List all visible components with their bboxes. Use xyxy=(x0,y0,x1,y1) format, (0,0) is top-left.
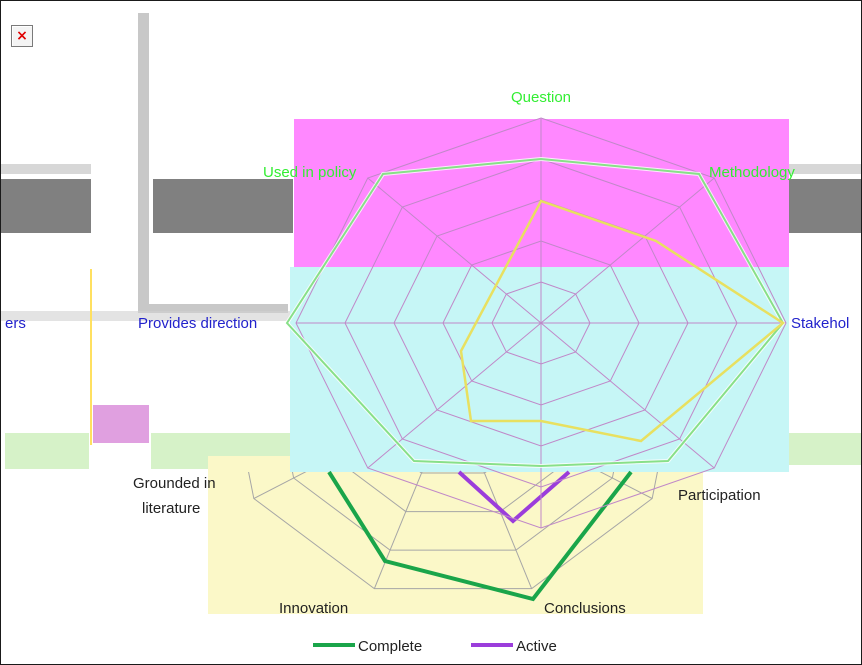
label-methodology: Methodology xyxy=(709,164,795,181)
back-radar xyxy=(248,470,658,602)
front-web-spoke-4 xyxy=(540,322,715,469)
front-radar-grid xyxy=(295,117,787,529)
back-web-spoke-4 xyxy=(599,472,653,499)
back-web-ring-5 xyxy=(248,472,658,590)
label-innovation: Innovation xyxy=(279,600,348,617)
back-web-ring-4 xyxy=(291,472,615,551)
striped-bar-right xyxy=(789,164,861,174)
label-question: Question xyxy=(511,89,571,106)
legend-label-complete: Complete xyxy=(358,638,422,655)
label-grounded-line1: Grounded in xyxy=(133,475,216,492)
green-noise-right xyxy=(789,433,861,465)
yellow-band xyxy=(208,456,703,614)
back-web-spoke-5 xyxy=(483,472,533,589)
label-stakeholders: Stakehol xyxy=(791,315,849,332)
back-web-spoke-6 xyxy=(373,472,423,589)
back-axis-labels: Grounded in literature Participation Inn… xyxy=(133,475,761,617)
back-web-ring-3 xyxy=(352,472,554,513)
label-left-cut: ers xyxy=(5,315,26,332)
legend-label-active: Active xyxy=(516,638,557,655)
grey-vertical-bar xyxy=(138,13,149,311)
front-web-spoke-8 xyxy=(367,177,542,324)
label-grounded-line2: literature xyxy=(142,500,200,517)
back-series-active-line xyxy=(457,470,571,524)
label-conclusions: Conclusions xyxy=(544,600,626,617)
front-radar xyxy=(284,117,787,529)
label-used-in-policy: Used in policy xyxy=(263,164,357,181)
broken-image-icon: × xyxy=(11,25,33,47)
dark-bar-left xyxy=(1,179,91,233)
striped-bar-left xyxy=(1,164,91,174)
grey-horizontal-bar xyxy=(138,304,288,313)
front-series-active-line xyxy=(459,199,786,443)
back-radar-grid xyxy=(248,472,658,590)
back-web-ring-2 xyxy=(419,472,487,474)
label-participation: Participation xyxy=(678,487,761,504)
label-provides-direction: Provides direction xyxy=(138,315,257,332)
cyan-band xyxy=(290,267,789,472)
pink-stripe-block xyxy=(93,405,149,443)
back-web-spoke-7 xyxy=(253,472,307,499)
dark-bar-right xyxy=(789,179,861,233)
yellow-vertical-line xyxy=(90,269,92,445)
dark-bar-mid xyxy=(153,179,293,233)
front-series-complete-line xyxy=(285,157,785,468)
background-artifacts xyxy=(1,13,861,614)
legend: Complete Active xyxy=(313,638,557,655)
front-axis-labels: Question Methodology Used in policy Prov… xyxy=(5,89,849,332)
back-series-complete-line xyxy=(327,470,633,602)
front-web-spoke-2 xyxy=(540,177,715,324)
grey-mid-strip xyxy=(1,311,291,321)
green-noise-left xyxy=(5,433,89,469)
